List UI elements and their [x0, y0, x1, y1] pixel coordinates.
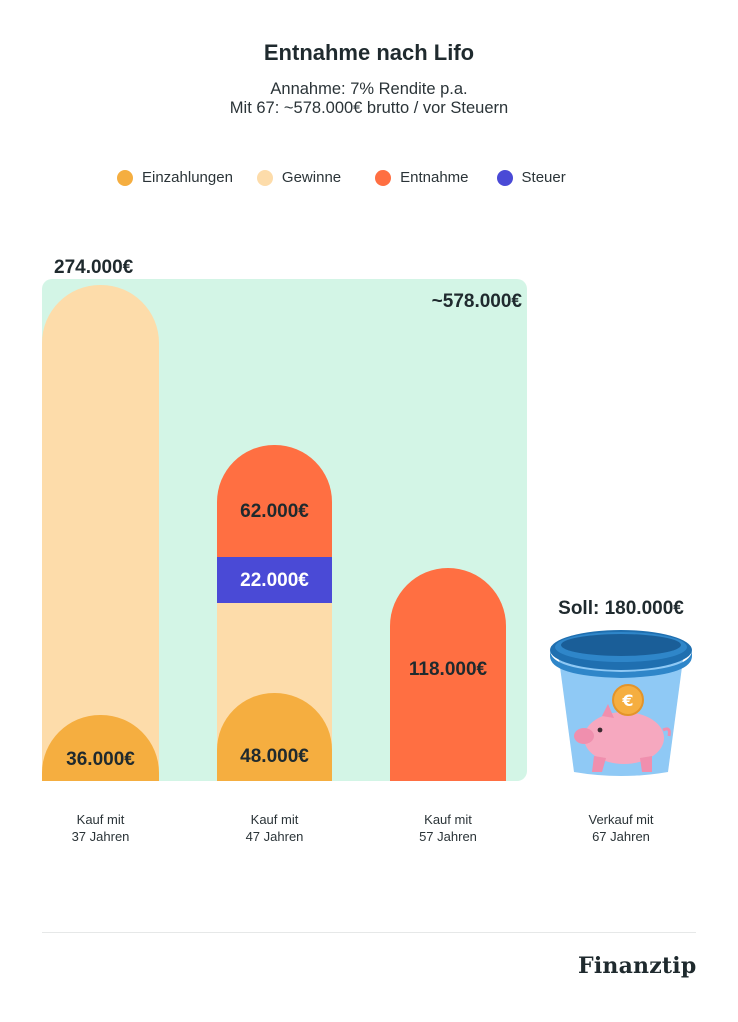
pig-body	[584, 712, 664, 764]
legend-dot-entnahme	[375, 169, 392, 186]
bar-3-segment-entnahme	[390, 568, 506, 781]
legend: Einzahlungen Gewinne Entnahme Steuer	[117, 169, 566, 186]
legend-item-einzahlungen: Einzahlungen	[117, 169, 233, 186]
pig-snout	[574, 728, 594, 744]
x-label-2-line-2: 47 Jahren	[245, 829, 304, 844]
bar-2-einzahlungen-label: 48.000€	[240, 746, 309, 767]
x-label-4-line-1: Verkauf mit	[588, 812, 654, 827]
legend-label: Gewinne	[281, 169, 342, 186]
bar-2-steuer-label: 22.000€	[240, 570, 309, 591]
legend-dot-einzahlungen	[117, 169, 133, 186]
pig-ear	[602, 704, 614, 718]
chart-title: Entnahme nach Lifo	[263, 40, 475, 65]
target-label: Soll: 180.000€	[558, 598, 684, 619]
legend-label: Entnahme	[400, 169, 469, 186]
total-label: ~578.000€	[431, 291, 522, 312]
legend-item-gewinne: Gewinne	[256, 169, 342, 186]
footer-divider	[42, 932, 696, 933]
x-label-2-line-1: Kauf mit	[250, 812, 299, 827]
x-label-4: Verkauf mit 67 Jahren	[548, 811, 694, 845]
bar-1-top-label: 274.000€	[54, 257, 134, 278]
x-label-1-line-2: 37 Jahren	[71, 829, 130, 844]
legend-label: Steuer	[521, 169, 566, 186]
finanztip-logo: Finanztip	[578, 953, 697, 979]
x-label-3-line-2: 57 Jahren	[419, 829, 477, 844]
legend-label: Einzahlungen	[142, 169, 233, 186]
legend-dot-steuer	[496, 169, 513, 186]
legend-dot-gewinne	[256, 169, 273, 186]
bar-1-einzahlungen-label: 36.000€	[66, 749, 135, 770]
bar-2-segment-steuer	[217, 557, 332, 603]
x-label-2: Kauf mit 47 Jahren	[217, 811, 332, 845]
bar-2-segment-entnahme	[217, 445, 332, 557]
pig-eye	[597, 727, 603, 733]
pot-rim-band	[550, 650, 692, 678]
legend-item-steuer: Steuer	[496, 169, 566, 186]
pig-tail	[662, 727, 671, 737]
bar-2-segment-einzahlungen	[217, 693, 332, 781]
pig-leg-back	[640, 756, 652, 772]
bar-1-segment-gewinne	[42, 285, 159, 781]
x-label-3: Kauf mit 57 Jahren	[390, 811, 506, 845]
chart-subtitle-line-2: Mit 67: ~578.000€ brutto / vor Steuern	[229, 99, 509, 117]
x-label-1: Kauf mit 37 Jahren	[42, 811, 159, 845]
x-label-4-line-2: 67 Jahren	[592, 829, 650, 844]
chart-subtitle-line-1: Annahme: 7% Rendite p.a.	[270, 80, 468, 98]
euro-symbol: €	[621, 691, 633, 710]
piggy-bank-pot-icon: €	[550, 630, 692, 776]
pot-opening	[561, 634, 681, 656]
bar-3-entnahme-label: 118.000€	[408, 659, 488, 680]
x-label-1-line-1: Kauf mit	[76, 812, 125, 827]
pig-leg-front	[592, 756, 606, 772]
x-label-3-line-1: Kauf mit	[424, 812, 472, 827]
bar-2-entnahme-label: 62.000€	[240, 501, 309, 522]
legend-item-entnahme: Entnahme	[375, 169, 469, 186]
euro-coin	[612, 684, 644, 716]
